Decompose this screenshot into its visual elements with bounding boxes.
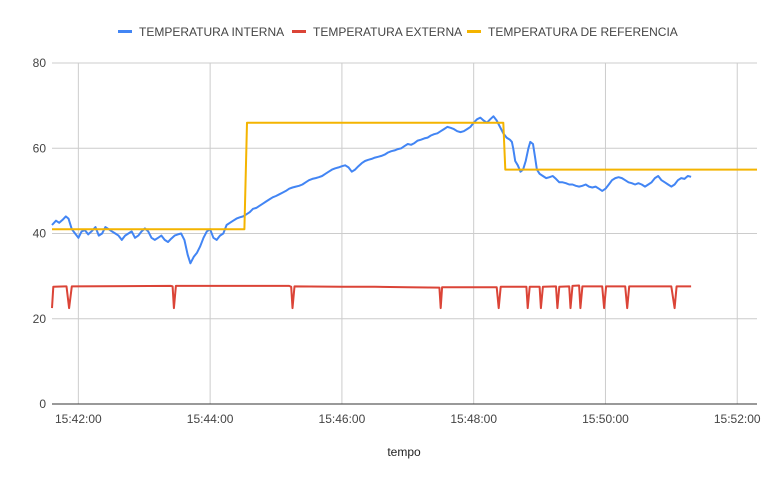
x-tick-label: 15:52:00 xyxy=(714,412,761,426)
x-tick-label: 15:48:00 xyxy=(450,412,497,426)
y-tick-label: 0 xyxy=(39,397,46,411)
legend-label: TEMPERATURA DE REFERENCIA xyxy=(488,25,678,39)
x-tick-label: 15:46:00 xyxy=(319,412,366,426)
legend-swatch xyxy=(467,30,481,33)
legend: TEMPERATURA INTERNA TEMPERATURA EXTERNA TE… xyxy=(118,25,678,39)
y-tick-label: 20 xyxy=(33,312,47,326)
series-layer xyxy=(51,115,757,310)
x-tick-label: 15:42:00 xyxy=(55,412,102,426)
legend-label: TEMPERATURA INTERNA xyxy=(139,25,284,39)
series-line-1 xyxy=(51,115,692,265)
legend-label: TEMPERATURA EXTERNA xyxy=(313,25,462,39)
y-tick-label: 60 xyxy=(33,141,47,155)
legend-swatch xyxy=(292,30,306,33)
y-tick-label: 40 xyxy=(33,227,47,241)
x-tick-label: 15:50:00 xyxy=(582,412,629,426)
x-axis-title: tempo xyxy=(387,445,421,459)
series-line-3 xyxy=(52,121,757,231)
legend-swatch xyxy=(118,30,132,33)
series-line-2 xyxy=(51,284,692,310)
y-axis: 0 20 40 60 80 xyxy=(33,56,47,411)
y-tick-label: 80 xyxy=(33,56,47,70)
x-tick-label: 15:44:00 xyxy=(187,412,234,426)
grid-layer xyxy=(52,62,757,405)
x-axis: 15:42:00 15:44:00 15:46:00 15:48:00 15:50:00… xyxy=(55,412,761,426)
